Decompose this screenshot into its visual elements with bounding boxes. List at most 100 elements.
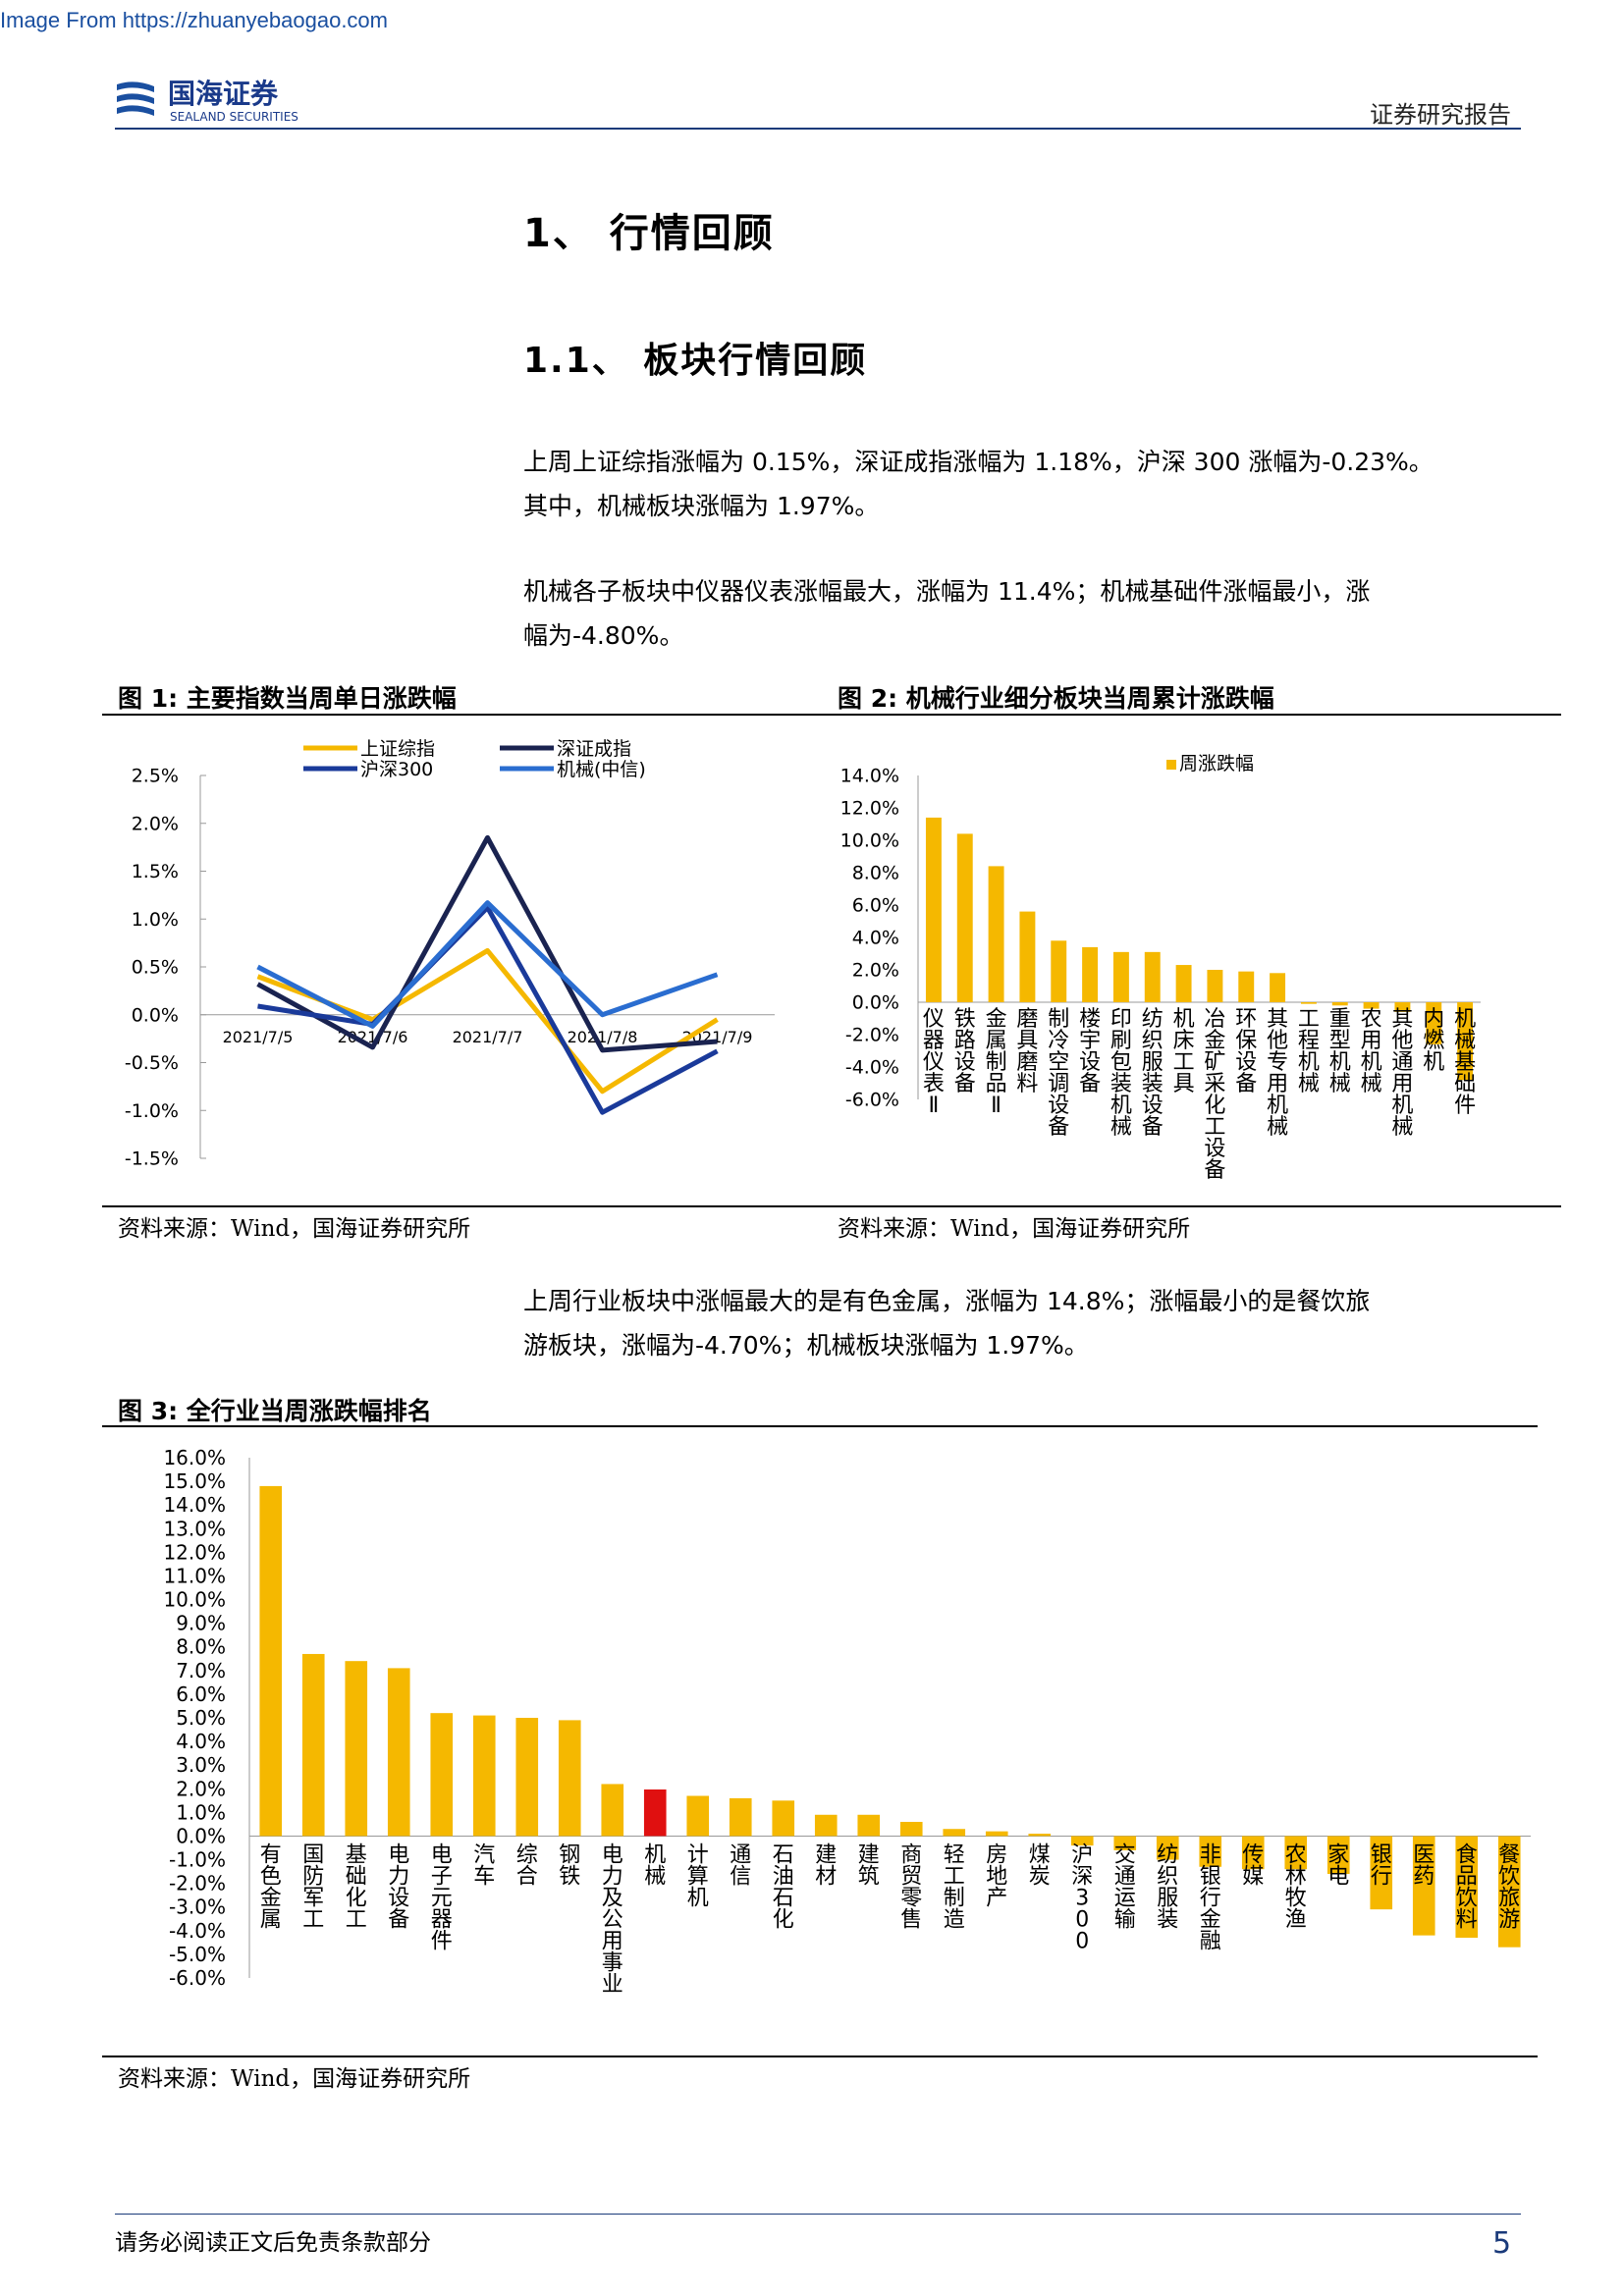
watermark-text: Image From https://zhuanyebaogao.com bbox=[0, 8, 388, 33]
bar bbox=[1332, 1002, 1348, 1005]
report-type: 证券研究报告 bbox=[1370, 95, 1511, 130]
x-category-label: 金属制品 Ⅱ bbox=[986, 1007, 1007, 1118]
x-category-label: 重型机械 bbox=[1329, 1007, 1351, 1096]
logo-cn: 国海证券 bbox=[168, 78, 279, 110]
y-tick-label: 5.0% bbox=[176, 1706, 226, 1730]
y-tick-label: -5.0% bbox=[169, 1943, 226, 1966]
x-category-label: 电子元器件 bbox=[431, 1842, 453, 1953]
legend-swatch bbox=[1166, 760, 1176, 770]
bar bbox=[1051, 940, 1066, 1002]
bar bbox=[1207, 970, 1222, 1002]
paragraph-line: 上周行业板块中涨幅最大的是有色金属，涨幅为 14.8%；涨幅最小的是餐饮旅 bbox=[523, 1279, 1535, 1323]
legend-label: 沪深300 bbox=[360, 759, 433, 780]
figure3-title: 图 3: 全行业当周涨跌幅排名 bbox=[118, 1392, 432, 1427]
y-tick-label: 10.0% bbox=[163, 1588, 226, 1612]
y-tick-label: 10.0% bbox=[840, 830, 899, 852]
bar bbox=[259, 1486, 282, 1837]
x-tick-label: 2021/7/5 bbox=[223, 1028, 294, 1046]
y-tick-label: 1.0% bbox=[176, 1800, 226, 1824]
x-category-label: 钢铁 bbox=[559, 1842, 580, 1889]
bar bbox=[559, 1720, 581, 1836]
x-category-label: 基础化工 bbox=[346, 1842, 367, 1932]
y-tick-label: 0.5% bbox=[132, 957, 179, 979]
figure3-source: 资料来源：Wind，国海证券研究所 bbox=[118, 2059, 470, 2093]
x-category-label: 纺织服装设备 bbox=[1142, 1007, 1164, 1140]
company-logo: 国海证券 SEALAND SECURITIES bbox=[115, 77, 429, 124]
y-tick-label: 13.0% bbox=[163, 1517, 226, 1540]
legend-label: 深证成指 bbox=[557, 738, 631, 760]
bar bbox=[1028, 1834, 1051, 1836]
x-category-label: 制冷空调设备 bbox=[1048, 1007, 1069, 1140]
y-tick-label: 14.0% bbox=[163, 1493, 226, 1517]
legend-label: 上证综指 bbox=[360, 738, 435, 760]
bar bbox=[388, 1668, 410, 1836]
bar bbox=[772, 1800, 794, 1836]
y-tick-label: -1.0% bbox=[169, 1848, 226, 1872]
y-tick-label: 11.0% bbox=[163, 1564, 226, 1587]
x-category-label: 家电 bbox=[1327, 1842, 1349, 1889]
page-number: 5 bbox=[1492, 2226, 1511, 2261]
figure-bottom-rule bbox=[102, 1205, 1561, 1207]
logo-mark bbox=[117, 81, 154, 116]
x-category-label: 纺织服装 bbox=[1157, 1842, 1178, 1932]
figure3-bottom-rule bbox=[102, 2056, 1538, 2057]
y-tick-label: 14.0% bbox=[840, 766, 899, 787]
bar bbox=[686, 1796, 709, 1837]
x-category-label: 银行 bbox=[1371, 1842, 1392, 1889]
x-category-label: 食品饮料 bbox=[1456, 1842, 1478, 1932]
y-tick-label: 0.0% bbox=[132, 1004, 179, 1026]
bar bbox=[430, 1713, 453, 1836]
legend-label: 机械(中信) bbox=[557, 759, 646, 780]
paragraph-subsector-summary: 机械各子板块中仪器仪表涨幅最大，涨幅为 11.4%；机械基础件涨幅最小，涨 幅为… bbox=[523, 569, 1535, 658]
x-category-label: 环保设备 bbox=[1235, 1007, 1257, 1096]
y-tick-label: 2.5% bbox=[132, 766, 179, 787]
y-tick-label: -6.0% bbox=[845, 1090, 899, 1111]
paragraph-line: 其中，机械板块涨幅为 1.97%。 bbox=[523, 484, 1535, 528]
paragraph-line: 机械各子板块中仪器仪表涨幅最大，涨幅为 11.4%；机械基础件涨幅最小，涨 bbox=[523, 569, 1535, 614]
paragraph-index-summary: 上周上证综指涨幅为 0.15%，深证成指涨幅为 1.18%，沪深 300 涨幅为… bbox=[523, 440, 1535, 528]
bar bbox=[1176, 965, 1192, 1002]
y-tick-label: -3.0% bbox=[169, 1896, 226, 1919]
y-tick-label: 12.0% bbox=[163, 1540, 226, 1564]
industry-weekly-ranking-chart: -6.0%-5.0%-4.0%-3.0%-2.0%-1.0%0.0%1.0%2.… bbox=[102, 1428, 1538, 2056]
bar bbox=[1113, 952, 1129, 1002]
y-tick-label: 0.0% bbox=[852, 992, 899, 1014]
y-tick-label: 2.0% bbox=[852, 960, 899, 982]
footer-divider bbox=[115, 2214, 1521, 2215]
header-divider bbox=[115, 128, 1521, 130]
bar bbox=[730, 1798, 752, 1837]
x-category-label: 电力设备 bbox=[388, 1842, 409, 1932]
x-category-label: 其他专用机械 bbox=[1267, 1007, 1288, 1140]
bar bbox=[989, 866, 1004, 1002]
x-category-label: 内燃机 bbox=[1423, 1007, 1444, 1075]
paragraph-industry-summary: 上周行业板块中涨幅最大的是有色金属，涨幅为 14.8%；涨幅最小的是餐饮旅 游板… bbox=[523, 1279, 1535, 1367]
series-line bbox=[258, 903, 718, 1027]
bar bbox=[957, 833, 973, 1002]
x-category-label: 餐饮旅游 bbox=[1498, 1842, 1520, 1932]
bar bbox=[1270, 973, 1285, 1002]
x-category-label: 传媒 bbox=[1242, 1842, 1264, 1889]
bar bbox=[926, 818, 942, 1002]
x-category-label: 仪器仪表 Ⅱ bbox=[923, 1007, 945, 1118]
figure1-source: 资料来源：Wind，国海证券研究所 bbox=[118, 1209, 470, 1243]
x-category-label: 石油石化 bbox=[773, 1842, 794, 1932]
paragraph-line: 游板块，涨幅为-4.70%；机械板块涨幅为 1.97%。 bbox=[523, 1323, 1535, 1367]
y-tick-label: -4.0% bbox=[845, 1057, 899, 1079]
series-line bbox=[258, 908, 718, 1113]
x-category-label: 印刷包装机械 bbox=[1110, 1007, 1132, 1140]
bar bbox=[1301, 1002, 1317, 1004]
x-category-label: 沪深 3 0 0 bbox=[1071, 1842, 1093, 1953]
paragraph-line: 幅为-4.80%。 bbox=[523, 614, 1535, 658]
y-tick-label: 1.0% bbox=[132, 909, 179, 931]
bar bbox=[900, 1822, 923, 1836]
y-tick-label: 3.0% bbox=[176, 1753, 226, 1777]
bar bbox=[815, 1815, 838, 1837]
bar bbox=[1145, 952, 1161, 1002]
x-category-label: 机床工具 bbox=[1173, 1007, 1195, 1096]
y-tick-label: -2.0% bbox=[169, 1872, 226, 1896]
x-category-label: 冶金矿采化工设备 bbox=[1204, 1007, 1225, 1183]
y-tick-label: -1.0% bbox=[125, 1100, 179, 1122]
x-category-label: 非银行金融 bbox=[1200, 1842, 1221, 1953]
x-category-label: 计算机 bbox=[687, 1842, 709, 1910]
y-tick-label: 7.0% bbox=[176, 1659, 226, 1682]
